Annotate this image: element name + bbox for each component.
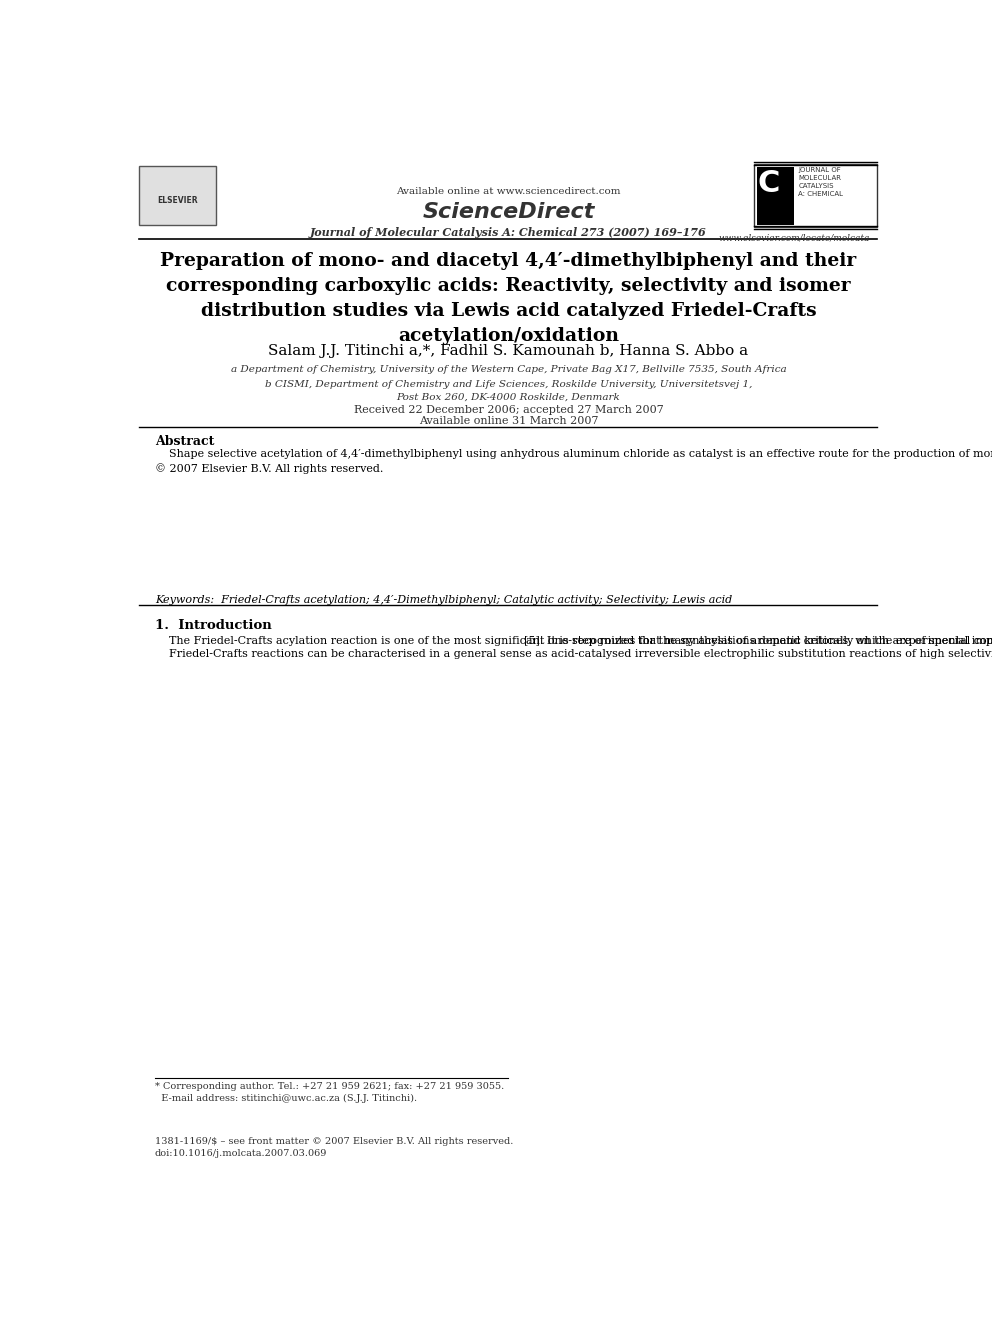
Text: [5]. It is recognized that many acylations depend critically on the experimental: [5]. It is recognized that many acylatio… — [524, 635, 992, 646]
Text: Shape selective acetylation of 4,4′-dimethylbiphenyl using anhydrous aluminum ch: Shape selective acetylation of 4,4′-dime… — [155, 448, 992, 474]
Text: Salam J.J. Titinchi a,*, Fadhil S. Kamounah b, Hanna S. Abbo a: Salam J.J. Titinchi a,*, Fadhil S. Kamou… — [269, 344, 748, 359]
Text: C: C — [758, 169, 780, 198]
FancyBboxPatch shape — [757, 167, 794, 225]
Text: Available online 31 March 2007: Available online 31 March 2007 — [419, 417, 598, 426]
Text: 1.  Introduction: 1. Introduction — [155, 619, 272, 632]
Text: ScienceDirect: ScienceDirect — [423, 201, 594, 221]
Text: ELSEVIER: ELSEVIER — [158, 196, 198, 205]
Text: Keywords:  Friedel-Crafts acetylation; 4,4′-Dimethylbiphenyl; Catalytic activity: Keywords: Friedel-Crafts acetylation; 4,… — [155, 595, 732, 605]
Text: a Department of Chemistry, University of the Western Cape, Private Bag X17, Bell: a Department of Chemistry, University of… — [230, 365, 787, 373]
Text: Received 22 December 2006; accepted 27 March 2007: Received 22 December 2006; accepted 27 M… — [353, 405, 664, 415]
Text: Preparation of mono- and diacetyl 4,4′-dimethylbiphenyl and their
corresponding : Preparation of mono- and diacetyl 4,4′-d… — [161, 253, 856, 345]
Text: www.elsevier.com/locate/molcata: www.elsevier.com/locate/molcata — [718, 233, 870, 242]
Text: The Friedel-Crafts acylation reaction is one of the most significant one-step ro: The Friedel-Crafts acylation reaction is… — [155, 635, 992, 659]
Text: b CISMI, Department of Chemistry and Life Sciences, Roskilde University, Univers: b CISMI, Department of Chemistry and Lif… — [265, 380, 752, 401]
Text: Abstract: Abstract — [155, 435, 214, 447]
FancyBboxPatch shape — [139, 165, 216, 225]
FancyBboxPatch shape — [755, 164, 878, 228]
Text: * Corresponding author. Tel.: +27 21 959 2621; fax: +27 21 959 3055.
  E-mail ad: * Corresponding author. Tel.: +27 21 959… — [155, 1082, 504, 1103]
Text: 1381-1169/$ – see front matter © 2007 Elsevier B.V. All rights reserved.
doi:10.: 1381-1169/$ – see front matter © 2007 El… — [155, 1136, 513, 1158]
Text: Available online at www.sciencedirect.com: Available online at www.sciencedirect.co… — [396, 188, 621, 196]
Text: JOURNAL OF
MOLECULAR
CATALYSIS
A: CHEMICAL: JOURNAL OF MOLECULAR CATALYSIS A: CHEMIC… — [799, 167, 843, 197]
Text: Journal of Molecular Catalysis A: Chemical 273 (2007) 169–176: Journal of Molecular Catalysis A: Chemic… — [310, 228, 706, 238]
